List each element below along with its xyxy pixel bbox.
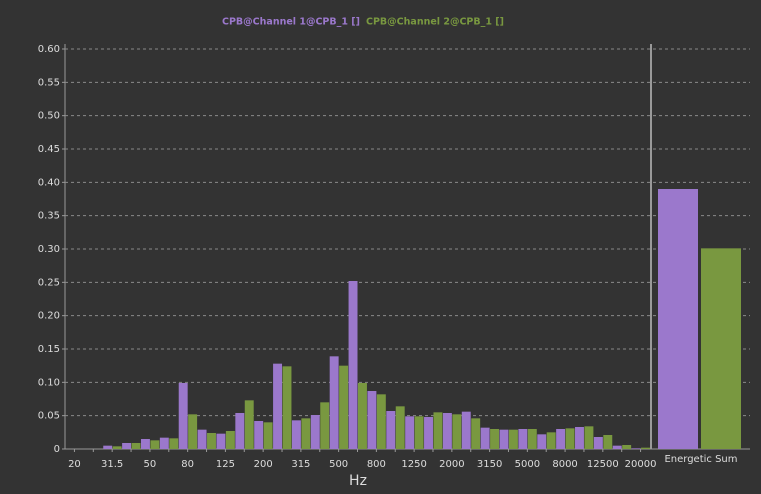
y-tick-label: 0.30 (38, 244, 60, 255)
bar (169, 438, 179, 449)
x-tick-label: 3150 (477, 459, 502, 470)
bar (244, 400, 254, 449)
bar (263, 422, 273, 449)
x-tick-label: 12500 (587, 459, 619, 470)
legend-entry: CPB@Channel 1@CPB_1 [] (222, 17, 360, 28)
bar (291, 420, 301, 449)
y-tick-label: 0 (54, 444, 60, 455)
y-tick-label: 0.40 (38, 177, 60, 188)
sum-bar (701, 248, 741, 449)
y-tick-label: 0.25 (38, 277, 60, 288)
bar (386, 411, 396, 449)
bar (339, 365, 349, 449)
bar (593, 437, 603, 449)
bar (225, 431, 235, 449)
x-tick-label: 5000 (515, 459, 540, 470)
x-tick-label: 200 (254, 459, 273, 470)
bar (603, 435, 613, 449)
bar (131, 443, 141, 449)
bar (424, 417, 433, 449)
bar (122, 443, 132, 449)
bar (254, 421, 264, 449)
bar (216, 433, 226, 449)
bar (320, 402, 330, 449)
bar (631, 448, 641, 449)
bar (414, 416, 424, 449)
x-axis-title: Hz (349, 473, 367, 489)
y-tick-label: 0.60 (38, 44, 60, 55)
y-tick-label: 0.15 (38, 344, 60, 355)
bar (622, 445, 632, 449)
bar (537, 434, 547, 449)
bar (395, 406, 405, 449)
bar (518, 429, 528, 449)
x-tick-label: 500 (329, 459, 348, 470)
bar (461, 411, 471, 449)
x-tick-label: 80 (181, 459, 194, 470)
bar (584, 426, 594, 449)
y-tick-label: 0.05 (38, 411, 60, 422)
x-tick-label: 20000 (625, 459, 657, 470)
bar (188, 414, 198, 449)
x-tick-label: 50 (144, 459, 157, 470)
bar (159, 437, 169, 449)
y-tick-label: 0.35 (38, 211, 60, 222)
x-tick-label: 2000 (439, 459, 464, 470)
bar (367, 391, 377, 449)
bar (197, 429, 207, 449)
bar (140, 439, 150, 449)
bar (575, 427, 584, 449)
bar (527, 429, 537, 449)
bar (282, 366, 292, 449)
bar (442, 413, 452, 449)
bar (103, 445, 113, 449)
bar (310, 415, 320, 449)
bar (499, 429, 509, 449)
bar (433, 412, 443, 449)
y-tick-label: 0.50 (38, 111, 60, 122)
bar (405, 416, 415, 449)
bar (480, 427, 490, 449)
y-tick-label: 0.45 (38, 144, 60, 155)
bar (207, 433, 216, 449)
bar (358, 383, 367, 449)
bar (376, 394, 386, 449)
bar (546, 432, 556, 449)
x-tick-label: 125 (216, 459, 235, 470)
bar (150, 440, 160, 449)
bar (273, 363, 283, 449)
bar (612, 445, 622, 449)
bar (452, 414, 462, 449)
bar (565, 428, 575, 449)
y-tick-label: 0.20 (38, 311, 60, 322)
bar (641, 447, 650, 449)
bar (508, 429, 518, 449)
bar (178, 383, 188, 449)
x-tick-label: 20 (68, 459, 81, 470)
legend-entry: CPB@Channel 2@CPB_1 [] (366, 17, 504, 28)
bar (471, 418, 481, 449)
x-tick-label: 800 (367, 459, 386, 470)
x-tick-label: 315 (291, 459, 310, 470)
bar (490, 429, 500, 449)
bar (301, 418, 311, 449)
sum-label: Energetic Sum (664, 454, 737, 465)
bar (112, 446, 122, 449)
sum-bar (658, 189, 698, 449)
x-tick-label: 1250 (401, 459, 426, 470)
y-tick-label: 0.10 (38, 377, 60, 388)
bar (348, 281, 358, 449)
x-tick-label: 31.5 (101, 459, 123, 470)
x-tick-label: 8000 (552, 459, 577, 470)
bar (329, 356, 339, 449)
bar (556, 429, 566, 449)
bar (235, 413, 245, 449)
y-tick-label: 0.55 (38, 77, 60, 88)
